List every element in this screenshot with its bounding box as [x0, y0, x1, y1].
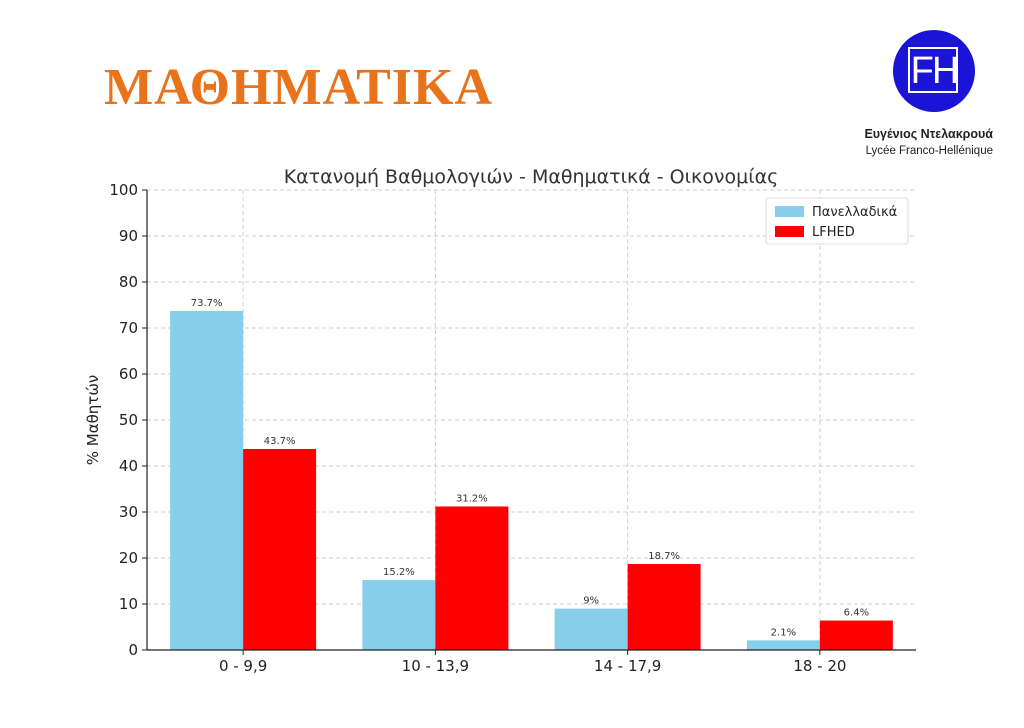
x-tick-label: 14 - 17,9	[594, 657, 661, 675]
bar	[554, 608, 628, 650]
x-tick-label: 0 - 9,9	[219, 657, 267, 675]
bar	[819, 620, 893, 650]
bar	[435, 506, 509, 650]
x-tick-label: 10 - 13,9	[402, 657, 469, 675]
chart-title: Κατανομή Βαθμολογιών - Μαθηματικά - Οικο…	[284, 166, 779, 188]
y-tick-label: 80	[119, 273, 138, 291]
bar-value-label: 73.7%	[191, 298, 223, 309]
bar	[243, 448, 317, 650]
y-tick-label: 50	[119, 411, 138, 429]
legend-label: LFHED	[812, 225, 855, 240]
legend: Πανελλαδικά LFHED	[765, 197, 909, 245]
slide-title: ΜΑΘΗΜΑΤΙΚΑ	[104, 59, 494, 116]
author-name: Ευγένιος Ντελακρουά	[864, 127, 993, 141]
legend-swatch	[775, 206, 804, 217]
bars	[170, 310, 893, 650]
bar	[627, 563, 701, 650]
y-tick-label: 10	[119, 595, 138, 613]
axes: 0 10 20 30 40 50 60 70 80 90 100 0 - 9,9 10 - 13,9 14…	[109, 181, 916, 675]
school-name: Lycée Franco-Hellénique	[865, 145, 993, 157]
y-tick-label: 30	[119, 503, 138, 521]
legend-label: Πανελλαδικά	[812, 205, 897, 220]
bar-value-label: 2.1%	[771, 627, 796, 638]
legend-swatch	[775, 226, 804, 237]
x-tick-label: 18 - 20	[793, 657, 846, 675]
bar-value-label: 15.2%	[383, 567, 415, 578]
logo-monogram: FH	[910, 49, 960, 92]
data-labels: 73.7% 15.2% 9% 2.1% 43.7% 31.2% 18.7% 6.4%	[191, 298, 869, 638]
y-tick-label: 100	[109, 181, 138, 199]
bar-value-label: 6.4%	[844, 608, 869, 619]
y-tick-label: 40	[119, 457, 138, 475]
bar	[170, 310, 244, 650]
bar	[746, 640, 820, 650]
y-tick-label: 20	[119, 549, 138, 567]
school-logo: FH	[893, 30, 975, 112]
y-tick-label: 70	[119, 319, 138, 337]
bar-value-label: 31.2%	[456, 493, 488, 504]
bar-value-label: 18.7%	[648, 551, 680, 562]
logo-frame	[908, 47, 958, 93]
y-tick-label: 60	[119, 365, 138, 383]
y-tick-label: 90	[119, 227, 138, 245]
bar-value-label: 43.7%	[264, 436, 296, 447]
y-tick-label: 0	[128, 641, 138, 659]
bar-value-label: 9%	[583, 596, 599, 607]
y-axis-label: % Μαθητών	[84, 375, 102, 466]
bar	[362, 580, 436, 650]
